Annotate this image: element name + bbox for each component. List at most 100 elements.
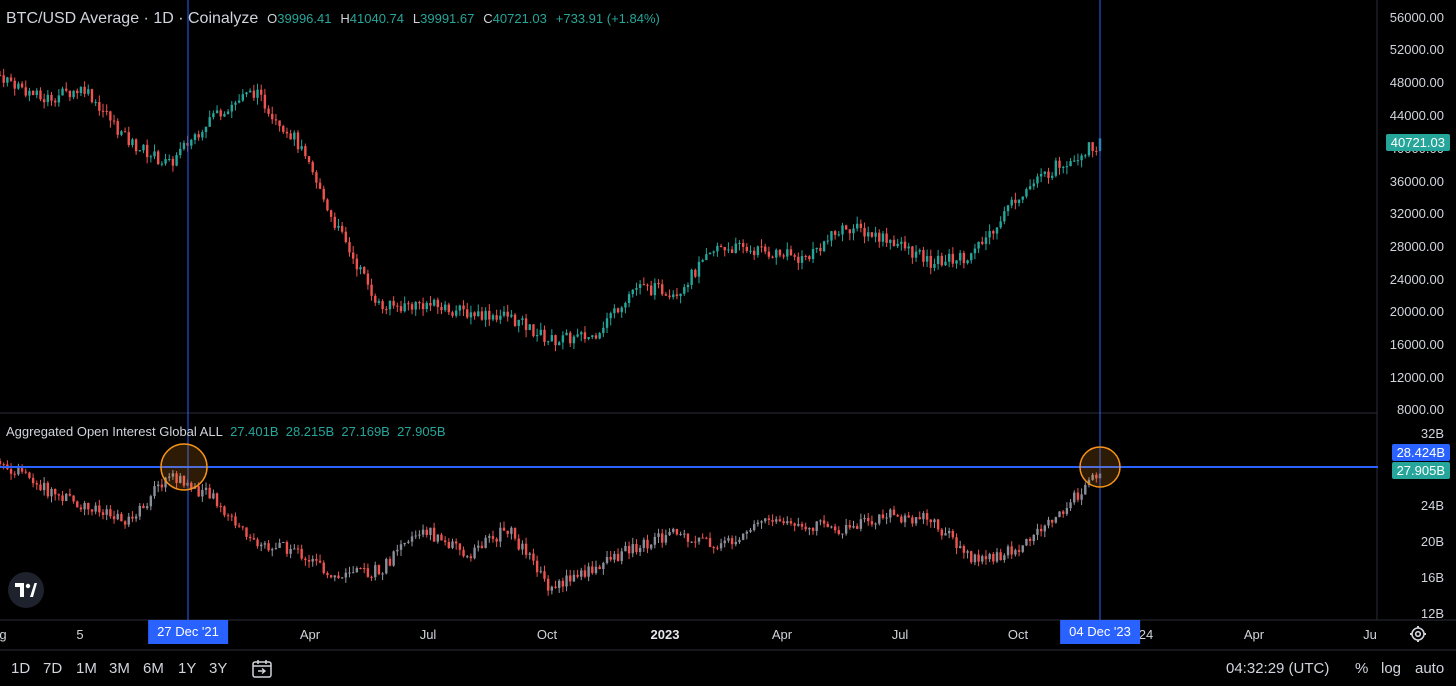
oi-bar: [561, 580, 565, 587]
oi-bar: [819, 520, 822, 522]
oi-bar: [388, 559, 392, 566]
range-button-7d[interactable]: 7D: [43, 660, 63, 677]
oi-bar: [719, 543, 723, 549]
oi-bar: [39, 484, 42, 491]
range-button-3y[interactable]: 3Y: [209, 660, 228, 677]
oi-bar: [892, 509, 896, 516]
candle-body: [1084, 155, 1087, 157]
oi-bar: [274, 548, 278, 550]
range-button-3m[interactable]: 3M: [109, 660, 130, 677]
candle-body: [109, 111, 112, 121]
candle-body: [237, 100, 241, 103]
candle-body: [9, 77, 13, 81]
oi-bar: [867, 517, 870, 522]
range-button-1m[interactable]: 1M: [76, 660, 97, 677]
candle-body: [436, 299, 439, 308]
oi-bar: [208, 487, 211, 499]
oi-tick-label: 20B: [1420, 534, 1444, 549]
candle-body: [988, 231, 991, 238]
oi-bar: [61, 495, 64, 501]
price-tick-label: 24000.00: [1389, 272, 1444, 287]
oi-bar: [624, 545, 627, 552]
candle-body: [344, 231, 348, 243]
oi-bar: [1091, 474, 1094, 480]
oi-bar: [1084, 484, 1087, 495]
candle-body: [340, 225, 344, 232]
oi-bar: [399, 544, 403, 550]
oi-bar: [348, 572, 351, 574]
oi-bar: [896, 515, 899, 517]
oi-bar: [131, 516, 134, 519]
oi-bar: [168, 476, 171, 478]
oi-bar: [212, 493, 215, 499]
candle-body: [421, 303, 425, 310]
candle-body: [867, 232, 870, 237]
oi-bar: [649, 544, 653, 549]
oi-bar: [513, 527, 517, 539]
oi-bar: [1003, 555, 1006, 561]
candle-body: [587, 337, 590, 339]
candle-body: [204, 126, 208, 133]
oi-bar: [1080, 494, 1083, 500]
candle-body: [307, 156, 311, 162]
oi-bar: [20, 466, 24, 472]
price-tick-label: 16000.00: [1389, 337, 1444, 352]
candle-body: [131, 139, 134, 146]
candle-body: [936, 255, 940, 264]
oi-bar: [627, 545, 631, 554]
candle-body: [903, 241, 907, 249]
candle-body: [594, 335, 598, 339]
candle-body: [822, 241, 826, 252]
candle-body: [973, 248, 977, 254]
candle-body: [98, 102, 101, 111]
calendar-goto-icon[interactable]: [252, 659, 274, 684]
price-tick-label: 32000.00: [1389, 206, 1444, 221]
candle-body: [289, 133, 292, 140]
candle-body: [506, 311, 509, 317]
candle-body: [793, 255, 796, 257]
range-button-6m[interactable]: 6M: [143, 660, 164, 677]
time-tick-label: 5: [76, 627, 84, 642]
oi-bar: [874, 523, 877, 525]
oi-bar: [156, 484, 160, 487]
candle-body: [329, 210, 333, 217]
candle-body: [1021, 196, 1024, 200]
candle-body: [535, 335, 539, 337]
oi-bar: [863, 517, 866, 520]
candle-body: [598, 333, 601, 339]
oi-bar: [1076, 492, 1080, 500]
oi-tick-label: 16B: [1420, 570, 1444, 585]
oi-bar: [241, 526, 245, 528]
oi-bar: [363, 568, 366, 570]
log-toggle[interactable]: log: [1381, 660, 1402, 677]
candle-body: [462, 305, 465, 310]
candle-body: [955, 260, 958, 264]
candle-body: [797, 256, 800, 263]
oi-bar: [370, 576, 373, 578]
candle-body: [705, 254, 708, 261]
oi-bar: [635, 544, 638, 553]
oi-bar: [381, 573, 384, 575]
candle-body: [569, 332, 572, 344]
oi-bar: [432, 527, 436, 542]
tradingview-logo-icon[interactable]: [8, 572, 44, 608]
candle-body: [712, 251, 715, 253]
oi-bar: [811, 528, 815, 531]
candle-body: [76, 90, 79, 94]
symbol-title[interactable]: BTC/USD Average · 1D · Coinalyze: [6, 10, 259, 27]
oi-bar: [495, 538, 498, 542]
candle-body: [374, 295, 377, 303]
auto-toggle[interactable]: auto: [1415, 660, 1445, 677]
gear-icon[interactable]: [1409, 625, 1427, 648]
oi-bar: [970, 551, 973, 563]
percent-toggle[interactable]: %: [1355, 660, 1369, 677]
oi-legend: Aggregated Open Interest Global ALL 27.4…: [6, 424, 446, 439]
range-button-1d[interactable]: 1D: [11, 660, 31, 677]
candle-body: [87, 89, 90, 94]
clock-readout[interactable]: 04:32:29 (UTC): [1226, 660, 1330, 677]
range-button-1y[interactable]: 1Y: [178, 660, 197, 677]
candle-body: [0, 75, 2, 77]
oi-bar: [947, 530, 951, 534]
oi-title[interactable]: Aggregated Open Interest Global ALL: [6, 424, 223, 439]
